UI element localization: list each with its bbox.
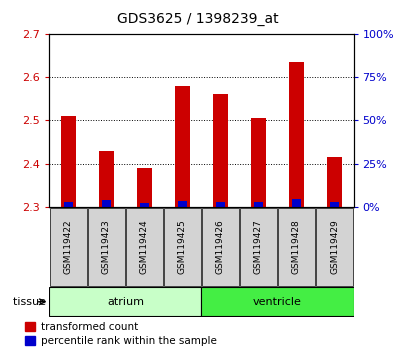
Bar [213,95,228,207]
Text: tissue: tissue [13,297,49,307]
FancyBboxPatch shape [126,208,163,286]
FancyBboxPatch shape [88,208,125,286]
FancyBboxPatch shape [240,208,277,286]
FancyBboxPatch shape [202,208,239,286]
FancyBboxPatch shape [316,208,353,286]
Legend: transformed count, percentile rank within the sample: transformed count, percentile rank withi… [25,322,216,346]
Bar [61,116,76,207]
Text: GDS3625 / 1398239_at: GDS3625 / 1398239_at [117,12,278,27]
Bar [330,202,339,207]
Bar [327,157,342,207]
Text: GSM119427: GSM119427 [254,219,263,274]
Bar [251,118,266,207]
Bar [178,201,186,207]
FancyBboxPatch shape [164,208,201,286]
Bar [99,151,114,207]
FancyBboxPatch shape [278,208,315,286]
Text: GSM119426: GSM119426 [216,219,225,274]
FancyBboxPatch shape [201,287,354,316]
Bar [102,200,111,207]
Bar [292,199,301,207]
Bar [64,202,73,207]
Text: GSM119424: GSM119424 [140,219,149,274]
Bar [140,203,149,207]
Text: GSM119422: GSM119422 [64,219,73,274]
Text: ventricle: ventricle [253,297,302,307]
Text: GSM119429: GSM119429 [330,219,339,274]
Bar [175,86,190,207]
FancyBboxPatch shape [50,208,87,286]
Text: GSM119425: GSM119425 [178,219,187,274]
Bar [289,62,304,207]
Bar [216,202,225,207]
Text: GSM119428: GSM119428 [292,219,301,274]
Text: atrium: atrium [107,297,144,307]
FancyBboxPatch shape [49,287,201,316]
Bar [254,202,263,207]
Text: GSM119423: GSM119423 [102,219,111,274]
Bar [137,168,152,207]
